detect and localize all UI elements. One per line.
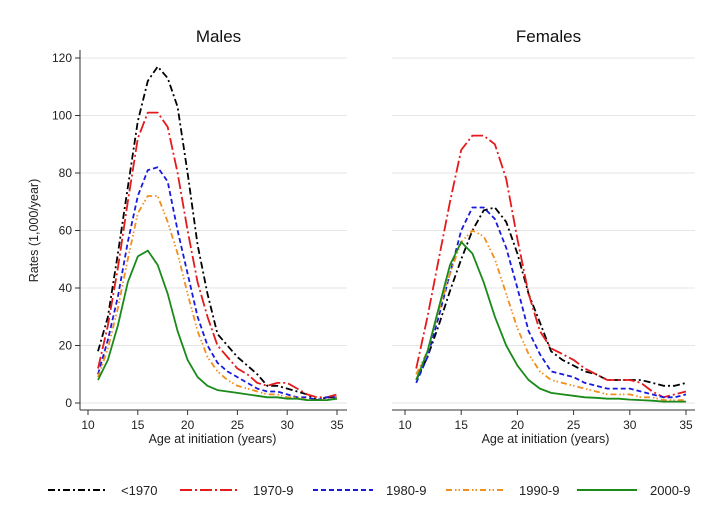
legend-label: 1970-9 <box>253 483 293 498</box>
legend-item: <1970 <box>48 483 158 498</box>
series-line-20009 <box>415 241 686 403</box>
series-line-20009 <box>97 249 338 402</box>
y-tick-label: 120 <box>52 51 72 65</box>
x-tick-label: 15 <box>455 418 469 432</box>
series-line-1970 <box>97 65 337 402</box>
legend-item: 1970-9 <box>180 483 293 498</box>
x-tick-label: 20 <box>511 418 525 432</box>
legend-item: 2000-9 <box>577 483 690 498</box>
legend-label: 1980-9 <box>386 483 426 498</box>
series-line-19709 <box>97 111 338 399</box>
y-tick-label: 60 <box>59 224 73 238</box>
x-tick-label: 35 <box>330 418 344 432</box>
x-tick-label: 25 <box>231 418 245 432</box>
y-tick-label: 20 <box>59 339 73 353</box>
x-tick-label: 10 <box>81 418 95 432</box>
x-tick-label: 30 <box>281 418 295 432</box>
x-tick-label: 20 <box>181 418 195 432</box>
series-line-19709 <box>415 134 687 399</box>
y-tick-label: 40 <box>59 281 73 295</box>
y-tick-label: 100 <box>52 109 72 123</box>
panel-females: 10 15 20 25 30 35 Age at initiation (years) Fem… <box>392 27 695 446</box>
x-tick-label: 10 <box>398 418 412 432</box>
legend-label: 2000-9 <box>650 483 690 498</box>
legend-label: <1970 <box>121 483 158 498</box>
legend-label: 1990-9 <box>519 483 559 498</box>
series-line-19909 <box>97 195 338 402</box>
panel-males: 0 20 40 60 80 100 120 Rates (1,000/year) 10 15 20 2… <box>27 27 347 446</box>
x-axis-label: Age at initiation (years) <box>149 432 277 446</box>
legend-item: 1990-9 <box>446 483 559 498</box>
y-tick-label: 80 <box>59 166 73 180</box>
series-line-19809 <box>97 166 337 402</box>
x-tick-label: 25 <box>567 418 581 432</box>
x-tick-label: 35 <box>679 418 693 432</box>
legend-item: 1980-9 <box>313 483 426 498</box>
x-tick-label: 30 <box>623 418 637 432</box>
series-line-1970 <box>415 206 687 387</box>
panel-title: Males <box>196 27 241 46</box>
y-axis-label: Rates (1,000/year) <box>27 179 41 283</box>
x-tick-label: 15 <box>131 418 145 432</box>
y-tick-label: 0 <box>65 396 72 410</box>
x-axis-label: Age at initiation (years) <box>482 432 610 446</box>
series-line-19909 <box>415 229 686 402</box>
legend: <1970 1970-9 1980-9 1990-9 2000-9 <box>48 483 690 498</box>
panel-title: Females <box>516 27 581 46</box>
series-line-19809 <box>415 206 687 399</box>
